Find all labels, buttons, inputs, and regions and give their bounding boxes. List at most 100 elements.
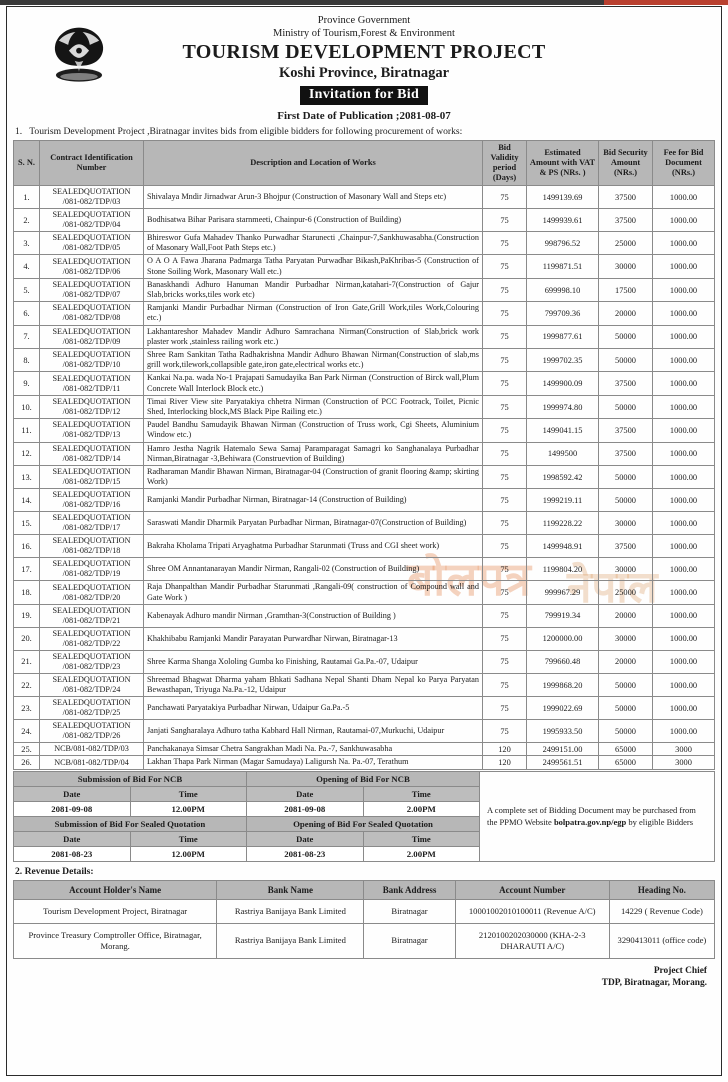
row-validity: 75: [482, 348, 527, 373]
table-row: 1. SEALEDQUOTATION /081-082/TDP/03 Shivala…: [13, 185, 715, 209]
row-sn: 10.: [13, 394, 40, 420]
row-fee: 1000.00: [652, 672, 715, 698]
row-validity: 75: [482, 511, 527, 536]
row-amount: 1999702.35: [526, 348, 599, 373]
table-row: 4. SEALEDQUOTATION /081-082/TDP/06 O A O A…: [13, 254, 715, 279]
ncb-opening-date: 2081-09-08: [246, 800, 364, 817]
row-amount: 1499939.61: [526, 208, 599, 232]
row-sn: 8.: [13, 348, 40, 373]
row-fee: 1000.00: [652, 394, 715, 420]
table-header-row: S. N. Contract Identification Number Des…: [13, 140, 715, 186]
row-validity: 75: [482, 230, 527, 256]
row-fee: 3000: [652, 755, 715, 770]
table-row: 5. SEALEDQUOTATION /081-082/TDP/07 Banaskh…: [13, 277, 715, 303]
table-row: 21. SEALEDQUOTATION /081-082/TDP/23 Shree …: [13, 649, 715, 674]
row-amount: 1998592.42: [526, 465, 599, 490]
sealed-opening-date: 2081-08-23: [246, 845, 364, 862]
column-header-description: Description and Location of Works: [143, 140, 483, 186]
page-top-edge-bar: [0, 0, 728, 5]
row-description: Lakhan Thapa Park Nirman (Magar Samudaya…: [143, 755, 483, 770]
revenue-bank-address: Biratnagar: [363, 898, 456, 924]
row-description: Janjati Sangharalaya Adhuro tatha Kabhar…: [143, 719, 483, 744]
row-fee: 1000.00: [652, 603, 715, 628]
row-contract-id: SEALEDQUOTATION /081-082/TDP/16: [39, 488, 144, 513]
row-fee: 1000.00: [652, 534, 715, 559]
bid-schedule-table: Submission of Bid For NCB Opening of Bid…: [13, 770, 480, 862]
row-sn: 14.: [13, 488, 40, 513]
row-contract-id: SEALEDQUOTATION /081-082/TDP/14: [39, 441, 144, 467]
row-contract-id: SEALEDQUOTATION /081-082/TDP/26: [39, 719, 144, 744]
row-amount: 799660.48: [526, 649, 599, 674]
row-amount: 799919.34: [526, 603, 599, 628]
row-description: Shivalaya Mndir Jirnadwar Arun-3 Bhojpur…: [143, 185, 483, 209]
row-contract-id: SEALEDQUOTATION /081-082/TDP/24: [39, 672, 144, 698]
table-row: 8. SEALEDQUOTATION /081-082/TDP/10 Shree R…: [13, 348, 715, 373]
intro-number: 1.: [15, 126, 23, 137]
row-amount: 2499151.00: [526, 742, 599, 757]
revenue-row: Province Treasury Comptroller Office, Bi…: [12, 922, 716, 959]
row-contract-id: SEALEDQUOTATION /081-082/TDP/18: [39, 534, 144, 559]
row-contract-id: SEALEDQUOTATION /081-082/TDP/03: [39, 185, 144, 209]
ppmo-website-link[interactable]: bolpatra.gov.np/egp: [553, 817, 627, 828]
row-security: 50000: [598, 719, 653, 744]
row-fee: 1000.00: [652, 371, 715, 396]
row-sn: 18.: [13, 580, 40, 605]
row-contract-id: SEALEDQUOTATION /081-082/TDP/21: [39, 603, 144, 628]
row-sn: 16.: [13, 534, 40, 559]
row-security: 50000: [598, 672, 653, 698]
page-top-accent-bar: [604, 0, 728, 5]
bid-packages-table: S. N. Contract Identification Number Des…: [13, 140, 715, 770]
table-row: 23. SEALEDQUOTATION /081-082/TDP/25 Pancha…: [13, 696, 715, 721]
row-validity: 75: [482, 719, 527, 744]
row-fee: 1000.00: [652, 254, 715, 279]
row-security: 25000: [598, 580, 653, 605]
row-security: 50000: [598, 465, 653, 490]
row-contract-id: SEALEDQUOTATION /081-082/TDP/04: [39, 208, 144, 232]
revenue-details-heading: 2. Revenue Details:: [15, 865, 94, 877]
row-sn: 1.: [13, 185, 40, 209]
signoff-title: Project Chief: [653, 965, 707, 976]
row-description: Panchakanaya Simsar Chetra Sangrakhan Ma…: [143, 742, 483, 757]
row-sn: 19.: [13, 603, 40, 628]
row-fee: 1000.00: [652, 348, 715, 373]
row-description: Raja Dhanpalthan Mandir Purbadhar Starun…: [143, 580, 483, 605]
row-amount: 799709.36: [526, 301, 599, 326]
signoff-block: Project Chief TDP, Biratnagar, Morang.: [13, 965, 715, 989]
row-sn: 25.: [13, 742, 40, 757]
row-contract-id: SEALEDQUOTATION /081-082/TDP/20: [39, 580, 144, 605]
row-security: 30000: [598, 254, 653, 279]
row-validity: 75: [482, 534, 527, 559]
ncb-submission-date-label: Date: [13, 785, 131, 802]
sealed-opening-time: 2.00PM: [362, 845, 480, 862]
ncb-submission-time: 12.00PM: [129, 800, 247, 817]
row-validity: 75: [482, 696, 527, 721]
row-contract-id: SEALEDQUOTATION /081-082/TDP/19: [39, 557, 144, 582]
row-security: 65000: [598, 742, 653, 757]
table-row: 13. SEALEDQUOTATION /081-082/TDP/15 Radhar…: [13, 465, 715, 490]
row-description: Kankai Na.pa. wada No-1 Prajapati Samuda…: [143, 371, 483, 396]
row-contract-id: SEALEDQUOTATION /081-082/TDP/12: [39, 394, 144, 420]
table-row: 2. SEALEDQUOTATION /081-082/TDP/04 Bodhisa…: [13, 208, 715, 232]
ncb-opening-title: Opening of Bid For NCB: [246, 770, 480, 787]
row-sn: 3.: [13, 230, 40, 256]
ncb-opening-time: 2.00PM: [362, 800, 480, 817]
row-validity: 75: [482, 371, 527, 396]
row-contract-id: NCB/081-082/TDP/04: [39, 755, 144, 770]
intro-paragraph: 1. Tourism Development Project ,Biratnaga…: [13, 126, 715, 137]
row-description: Radharaman Mandir Bhawan Nirman, Biratna…: [143, 465, 483, 490]
column-header-sn: S. N.: [13, 140, 40, 186]
row-security: 50000: [598, 348, 653, 373]
sealed-submission-date-label: Date: [13, 830, 131, 847]
table-row: 11. SEALEDQUOTATION /081-082/TDP/13 Paudel…: [13, 418, 715, 443]
ncb-submission-date: 2081-09-08: [13, 800, 131, 817]
row-description: Bodhisatwa Bihar Parisara starnmeeti, Ch…: [143, 208, 483, 232]
row-contract-id: SEALEDQUOTATION /081-082/TDP/13: [39, 418, 144, 443]
row-contract-id: NCB/081-082/TDP/03: [39, 742, 144, 757]
revenue-bank-address: Biratnagar: [363, 922, 456, 959]
row-security: 37500: [598, 371, 653, 396]
table-row: 26. NCB/081-082/TDP/04 Lakhan Thapa Park N…: [13, 755, 715, 770]
row-description: Shree Ram Sankitan Tatha Radhakrishna Ma…: [143, 348, 483, 373]
row-description: Paudel Bandhu Samudayik Bhawan Nirman (C…: [143, 418, 483, 443]
sealed-opening-date-label: Date: [246, 830, 364, 847]
row-sn: 22.: [13, 672, 40, 698]
